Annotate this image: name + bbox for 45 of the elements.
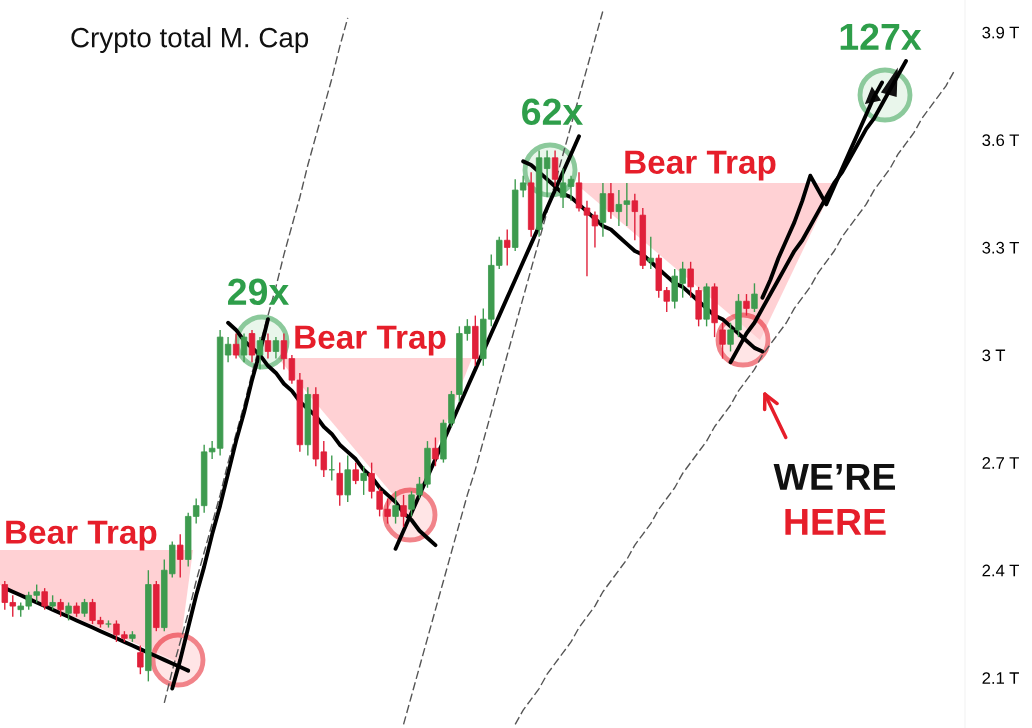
candlestick	[272, 336, 280, 360]
annotation: WE’RE	[773, 463, 895, 490]
candlestick	[360, 465, 367, 496]
candlestick	[559, 167, 567, 209]
annotation: HERE	[785, 508, 886, 535]
y-tick-label: 3.3 T	[982, 241, 1019, 254]
candlestick	[583, 200, 591, 277]
candlestick	[432, 436, 439, 467]
line-series	[514, 71, 955, 726]
candlestick	[551, 149, 559, 188]
candlestick	[264, 332, 272, 360]
candlestick	[607, 182, 615, 220]
candlestick	[177, 533, 184, 579]
candlestick	[392, 490, 399, 525]
candlestick	[751, 282, 758, 313]
y-tick-label: 3 T	[982, 349, 1006, 362]
annotation: Bear Trap	[625, 150, 776, 181]
candlestick	[256, 336, 264, 371]
y-tick-label: 3.6 T	[982, 134, 1019, 147]
annotation: 127x	[840, 23, 922, 50]
candlestick	[336, 461, 343, 507]
candlestick	[647, 235, 654, 270]
candlestick	[631, 192, 639, 241]
candlestick	[719, 322, 726, 360]
annotation: 29x	[228, 278, 290, 306]
y-tick-label: 3.9 T	[982, 26, 1019, 39]
candlestick	[400, 494, 407, 528]
annotation: Bear Trap	[295, 325, 446, 356]
candlestick	[504, 228, 511, 267]
text: Crypto total M. Cap	[71, 27, 309, 53]
annotation: 62x	[522, 98, 584, 126]
y-tick-label: 2.7 T	[982, 457, 1019, 469]
candlestick	[567, 175, 575, 202]
y-tick-label: 2.4 T	[982, 564, 1019, 577]
candlestick	[41, 587, 48, 611]
y-tick-label: 2.1 T	[982, 672, 1019, 684]
candlestick	[232, 332, 240, 360]
candlestick	[591, 210, 599, 249]
candlestick	[137, 644, 144, 675]
candlestick	[248, 329, 256, 363]
candlestick	[687, 261, 694, 299]
candlestick	[240, 332, 248, 363]
annotation: Bear Trap	[6, 520, 157, 551]
candlestick	[352, 461, 359, 485]
candlestick	[743, 293, 750, 317]
